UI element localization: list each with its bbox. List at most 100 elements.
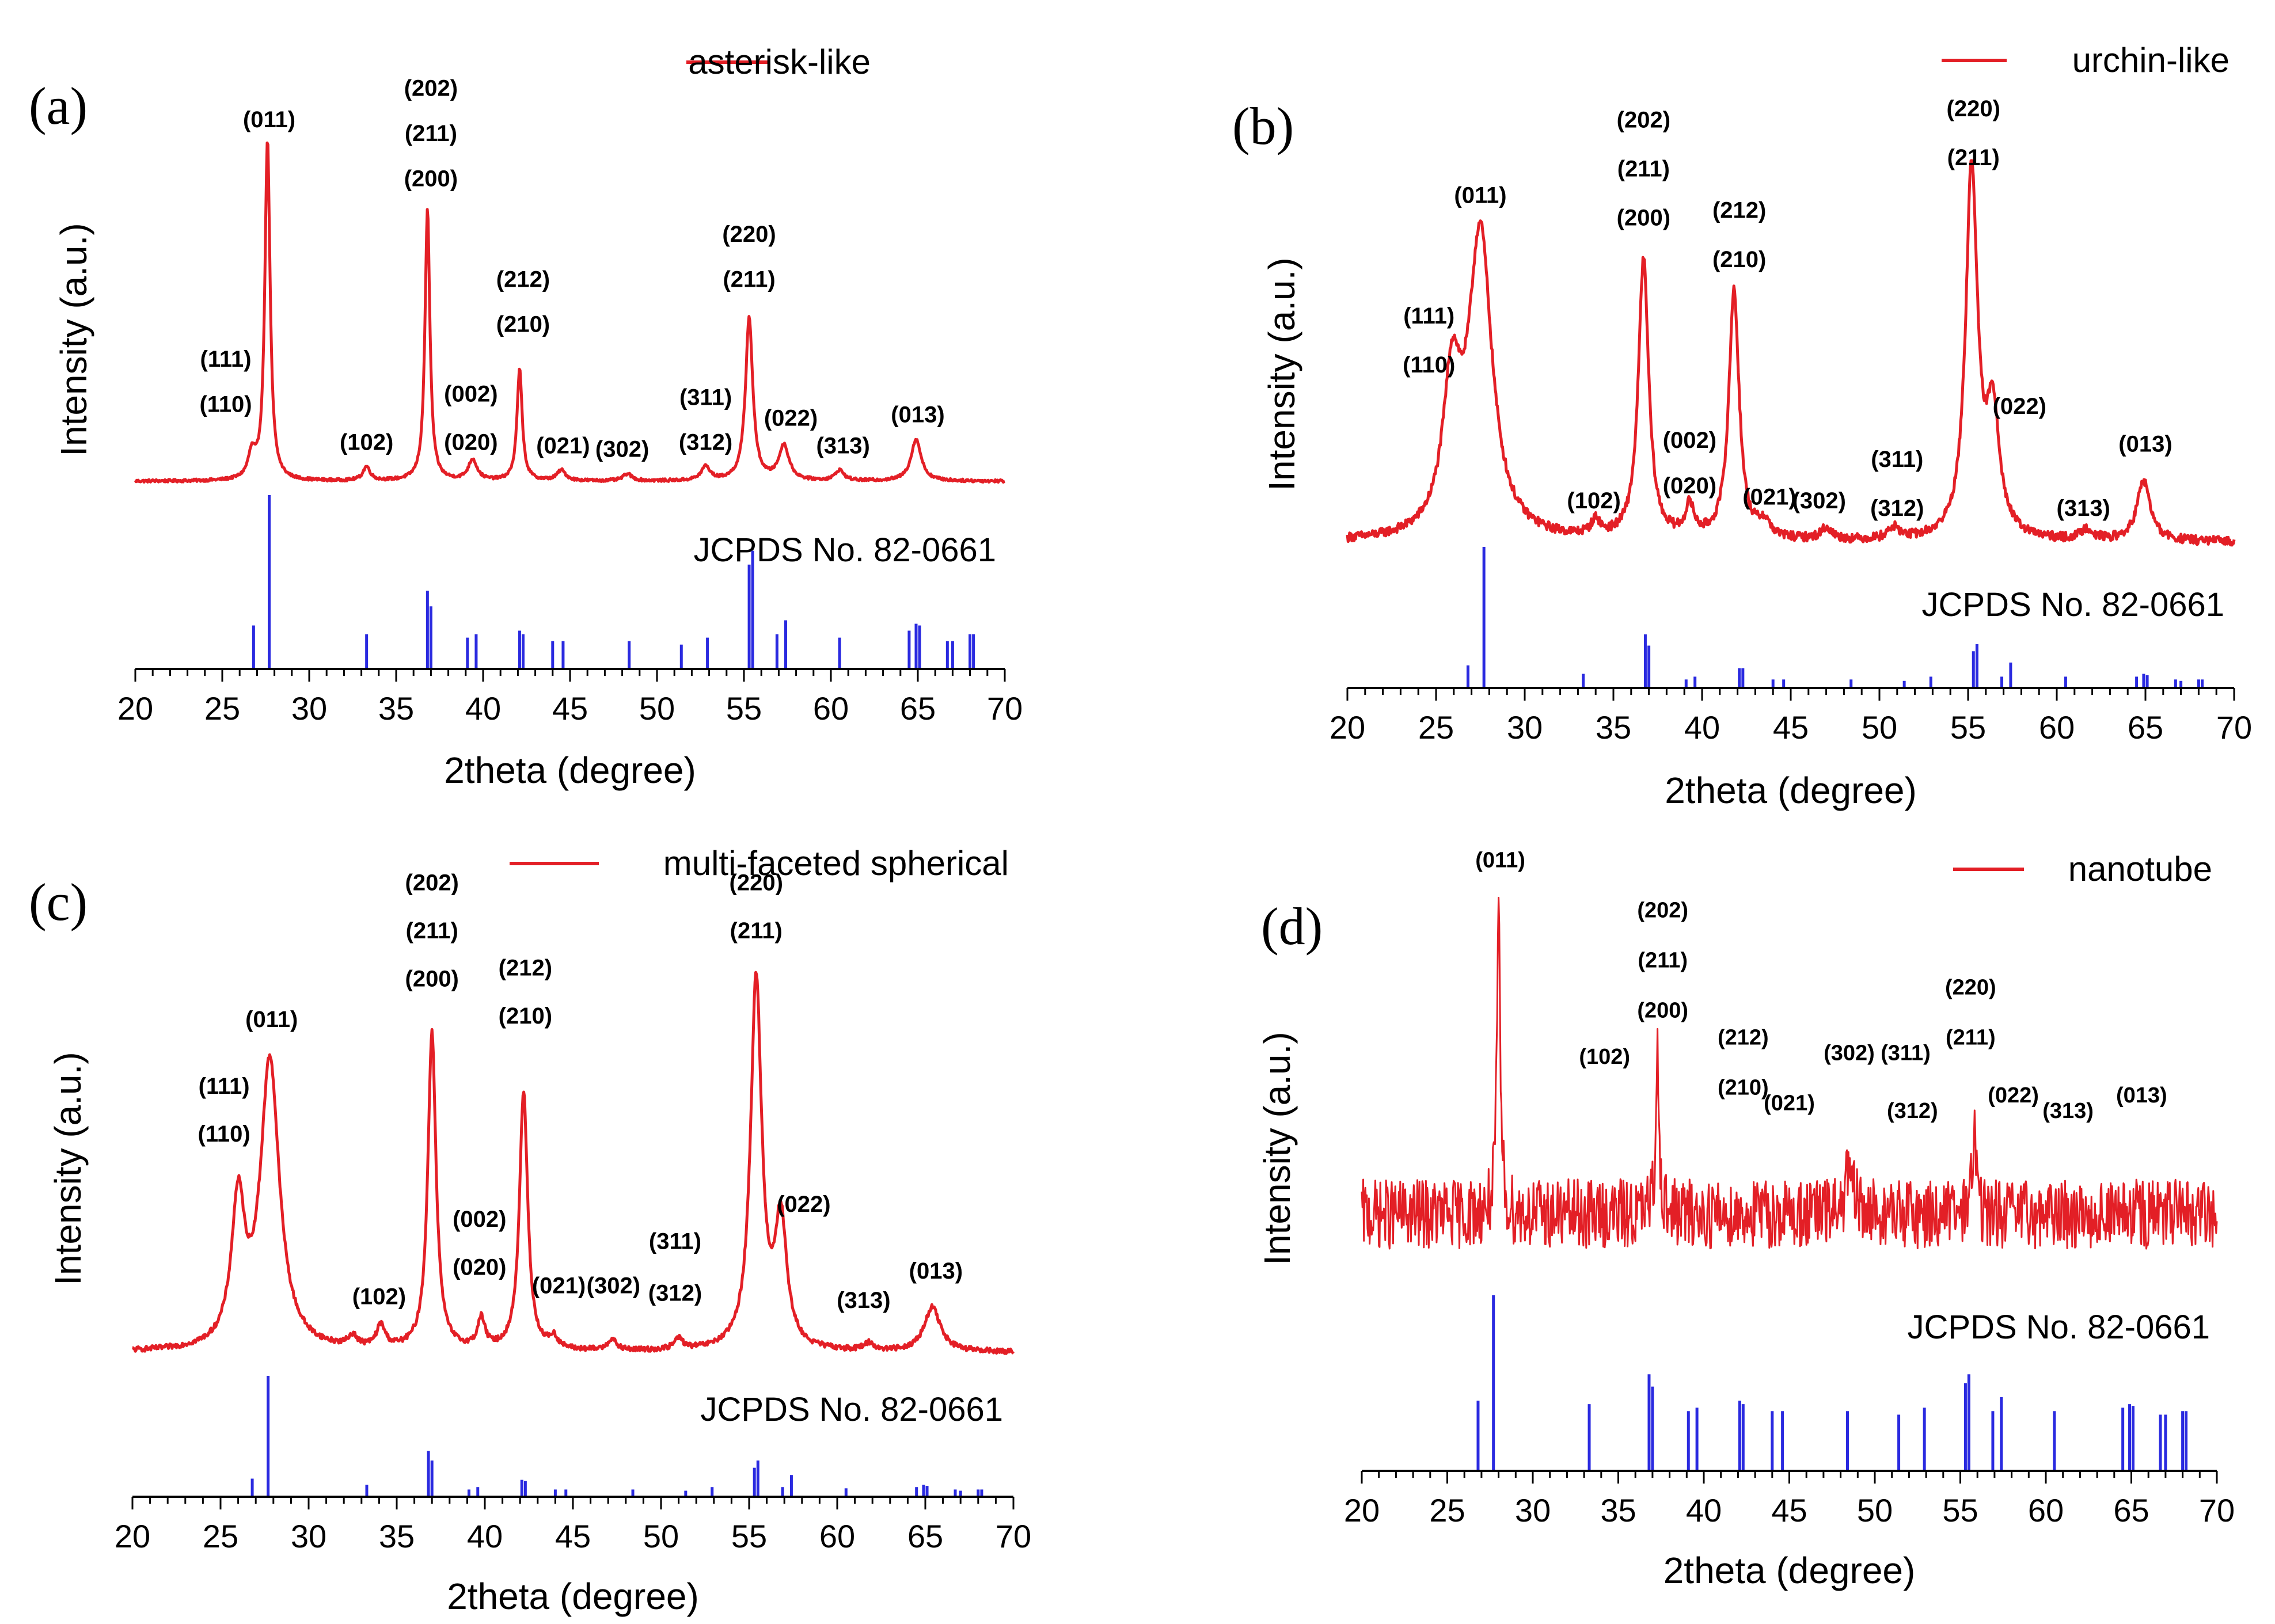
y-axis-title: Intensity (a.u.) — [53, 223, 94, 457]
peak-label: (211) — [1638, 949, 1688, 973]
peak-label: (312) — [1870, 496, 1924, 521]
peak-label: (210) — [496, 312, 550, 337]
peak-label: (311) — [649, 1229, 701, 1254]
peak-label: (002) — [1663, 428, 1716, 453]
peak-label: (110) — [198, 1121, 250, 1147]
x-tick-label: 65 — [2128, 709, 2163, 746]
x-tick-label: 60 — [2039, 709, 2075, 746]
peak-label: (011) — [243, 107, 295, 132]
panel-letter: (b) — [1232, 97, 1294, 155]
peak-label: (210) — [1718, 1076, 1769, 1100]
peak-label: (211) — [1947, 145, 2000, 170]
x-tick-label: 50 — [1857, 1492, 1893, 1528]
x-tick-label: 70 — [2199, 1492, 2235, 1528]
x-tick-label: 30 — [1507, 709, 1543, 746]
x-tick-label: 25 — [204, 690, 240, 727]
reference-label: JCPDS No. 82-0661 — [1908, 1309, 2210, 1346]
panel-c: (c) multi-faceted spherical (011) (202) (211… — [29, 844, 1031, 1617]
xrd-pattern-line — [1361, 896, 2218, 1250]
x-tick-label: 30 — [291, 690, 327, 727]
x-tick-label: 65 — [900, 690, 936, 727]
peak-label: (220) — [1947, 96, 2000, 121]
panel-b: (b) urchin-like (011) (202) (211) (200) (111) (… — [1232, 41, 2252, 811]
peak-label: (211) — [730, 918, 783, 944]
panel-letter: (a) — [29, 77, 88, 135]
xrd-pattern-line — [134, 141, 1006, 484]
peak-label: (302) — [595, 437, 649, 462]
peak-label: (212) — [499, 955, 552, 980]
peak-label: (313) — [2057, 496, 2110, 521]
reference-label: JCPDS No. 82-0661 — [701, 1391, 1003, 1428]
x-tick-label: 30 — [291, 1518, 326, 1554]
panel-letter: (d) — [1261, 897, 1323, 956]
peak-label: (212) — [1718, 1026, 1769, 1050]
peak-label: (302) — [1824, 1041, 1875, 1065]
peak-label: (021) — [536, 433, 590, 459]
peak-label: (011) — [245, 1007, 298, 1032]
peak-label: (200) — [1617, 206, 1670, 231]
x-tick-label: 40 — [467, 1518, 503, 1554]
peak-label: (202) — [405, 870, 459, 896]
peak-label: (212) — [1712, 198, 1766, 223]
peak-label: (200) — [405, 967, 459, 992]
peak-label: (013) — [2118, 432, 2172, 457]
peak-label: (202) — [1617, 107, 1670, 132]
x-tick-label: 60 — [819, 1518, 855, 1554]
peak-label: (200) — [404, 166, 458, 191]
peak-label: (102) — [340, 430, 393, 455]
peak-label: (313) — [837, 1288, 890, 1313]
x-axis-title: 2theta (degree) — [1663, 1550, 1916, 1591]
panel-d: (d) nanotube (011) (202) (211) (200) (102) (212… — [1256, 848, 2235, 1591]
peak-label: (211) — [723, 267, 775, 292]
y-axis-title: Intensity (a.u.) — [47, 1052, 89, 1285]
peak-label: (302) — [1792, 488, 1846, 514]
x-tick-label: 45 — [1771, 1492, 1807, 1528]
x-tick-label: 40 — [1684, 709, 1720, 746]
peak-label: (210) — [1712, 247, 1766, 272]
x-tick-label: 40 — [465, 690, 501, 727]
peak-label: (312) — [1887, 1099, 1938, 1123]
peak-label: (111) — [1403, 303, 1454, 329]
x-tick-label: 45 — [555, 1518, 591, 1554]
xrd-pattern-line — [131, 971, 1015, 1355]
peak-label: (002) — [453, 1207, 506, 1232]
peak-label: (211) — [1946, 1026, 1996, 1050]
x-axis-title: 2theta (degree) — [444, 750, 696, 791]
x-tick-label: 45 — [552, 690, 588, 727]
peak-label: (211) — [405, 121, 457, 146]
peak-label: (313) — [816, 433, 869, 459]
x-tick-label: 20 — [1330, 709, 1365, 746]
x-tick-label: 35 — [1596, 709, 1631, 746]
peak-label: (311) — [1871, 447, 1923, 472]
legend-label: multi-faceted spherical — [663, 844, 1009, 883]
x-tick-label: 70 — [987, 690, 1023, 727]
peak-label: (011) — [1475, 848, 1525, 872]
x-axis-title: 2theta (degree) — [1665, 770, 1917, 811]
x-tick-label: 35 — [1600, 1492, 1636, 1528]
peak-label: (211) — [406, 918, 458, 944]
peak-label: (022) — [764, 405, 818, 431]
peak-label: (022) — [777, 1192, 830, 1217]
peak-label: (110) — [199, 391, 252, 417]
peak-label: (111) — [200, 347, 252, 372]
peak-label: (312) — [679, 430, 732, 455]
peak-label: (210) — [499, 1003, 552, 1029]
peak-label: (220) — [1945, 976, 1996, 1000]
y-axis-title: Intensity (a.u.) — [1256, 1032, 1298, 1265]
peak-label: (200) — [1637, 999, 1688, 1023]
panel-a: (a) asterisk-like (011) (202) (211) (200) (111… — [29, 43, 1023, 791]
peak-label: (311) — [1881, 1041, 1931, 1065]
reference-label: JCPDS No. 82-0661 — [1922, 586, 2224, 623]
peak-label: (022) — [1993, 394, 2046, 419]
x-tick-label: 40 — [1686, 1492, 1722, 1528]
x-tick-label: 25 — [203, 1518, 238, 1554]
peak-label: (302) — [587, 1273, 640, 1298]
x-tick-label: 60 — [2028, 1492, 2064, 1528]
peak-label: (020) — [1663, 473, 1716, 499]
x-tick-label: 55 — [731, 1518, 767, 1554]
x-tick-label: 25 — [1429, 1492, 1465, 1528]
peak-label: (020) — [444, 430, 497, 455]
peak-label: (021) — [532, 1273, 586, 1298]
peak-label: (102) — [1567, 488, 1620, 514]
peak-label: (002) — [444, 381, 497, 406]
